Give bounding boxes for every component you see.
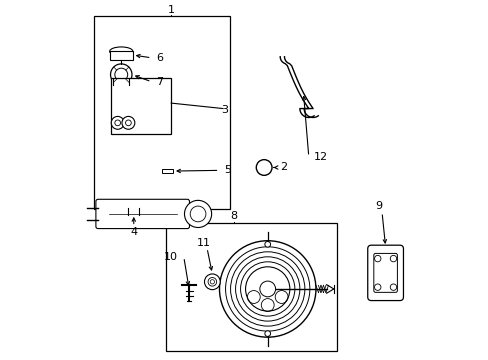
Circle shape bbox=[137, 202, 141, 206]
Circle shape bbox=[210, 280, 214, 284]
Ellipse shape bbox=[109, 47, 133, 56]
Circle shape bbox=[126, 202, 130, 206]
Circle shape bbox=[374, 255, 380, 262]
Circle shape bbox=[125, 120, 131, 126]
Circle shape bbox=[256, 159, 271, 175]
Text: 8: 8 bbox=[230, 211, 237, 221]
Circle shape bbox=[264, 242, 270, 247]
Circle shape bbox=[190, 206, 205, 222]
Text: 9: 9 bbox=[374, 201, 381, 211]
Bar bbox=[110, 51, 132, 60]
Text: 6: 6 bbox=[156, 53, 163, 63]
FancyBboxPatch shape bbox=[373, 253, 397, 292]
Text: 2: 2 bbox=[280, 162, 287, 172]
Bar bbox=[135, 202, 143, 208]
Text: 12: 12 bbox=[313, 152, 327, 162]
Circle shape bbox=[219, 241, 315, 337]
FancyBboxPatch shape bbox=[96, 199, 189, 229]
Text: 1: 1 bbox=[167, 5, 174, 15]
Circle shape bbox=[110, 64, 132, 85]
Bar bbox=[110, 78, 171, 134]
Bar bbox=[162, 169, 173, 173]
Bar bbox=[124, 202, 132, 208]
Text: 3: 3 bbox=[221, 105, 228, 115]
Text: 11: 11 bbox=[196, 238, 210, 248]
Text: 10: 10 bbox=[164, 252, 178, 262]
Circle shape bbox=[115, 120, 121, 126]
Circle shape bbox=[389, 255, 396, 262]
Circle shape bbox=[389, 284, 396, 291]
Text: 5: 5 bbox=[224, 165, 231, 175]
Bar bbox=[94, 16, 230, 208]
Circle shape bbox=[111, 116, 124, 129]
Circle shape bbox=[115, 68, 127, 81]
Circle shape bbox=[374, 284, 380, 291]
FancyBboxPatch shape bbox=[367, 245, 403, 301]
Circle shape bbox=[264, 331, 270, 337]
Circle shape bbox=[122, 116, 135, 129]
Circle shape bbox=[207, 278, 216, 286]
Circle shape bbox=[259, 281, 275, 297]
Text: 7: 7 bbox=[156, 77, 163, 87]
Text: 4: 4 bbox=[130, 227, 137, 237]
Circle shape bbox=[204, 274, 220, 290]
Circle shape bbox=[184, 201, 211, 228]
Circle shape bbox=[245, 267, 289, 311]
Bar bbox=[165, 223, 337, 351]
